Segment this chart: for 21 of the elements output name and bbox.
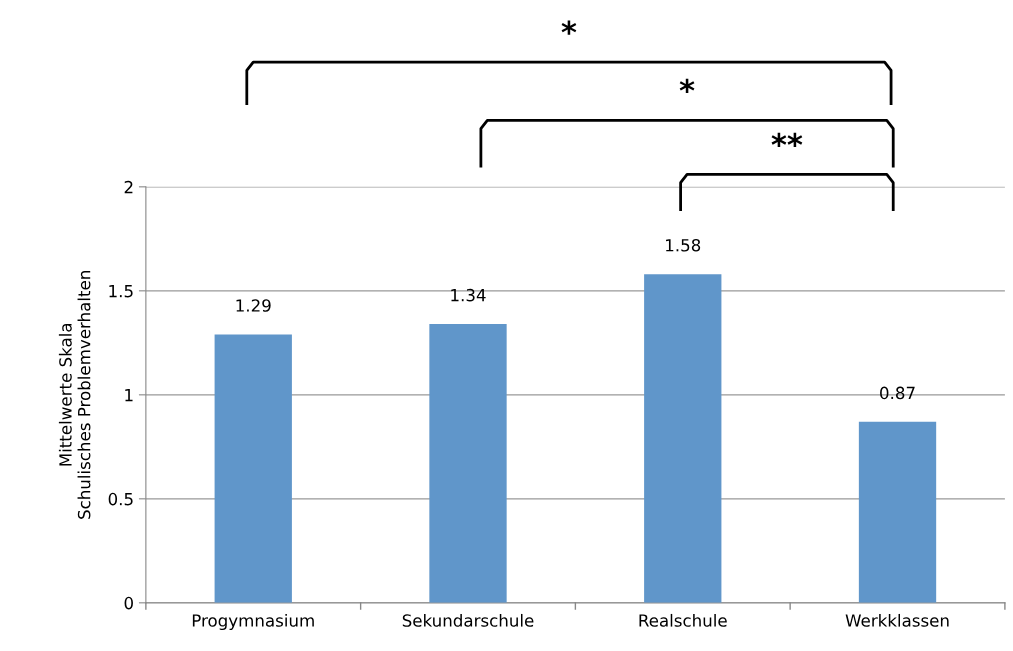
x-tick-label: Werkklassen <box>845 613 949 627</box>
data-label: 1.34 <box>451 288 486 302</box>
y-tick-label: 1 <box>125 389 133 402</box>
bar <box>858 421 937 603</box>
data-label: 0.87 <box>880 386 915 400</box>
x-tick-label: Realschule <box>639 613 727 627</box>
y-tick-label: 2 <box>124 180 133 194</box>
y-tick-label: 0.5 <box>108 492 133 506</box>
bar <box>429 324 507 603</box>
data-label: 1.58 <box>666 238 701 252</box>
text: * <box>561 20 577 35</box>
y-tick-label: 0 <box>124 596 133 610</box>
text: ** <box>771 132 803 148</box>
text: * <box>679 78 695 93</box>
data-label: 1.29 <box>236 299 271 312</box>
bar <box>214 334 292 603</box>
bar <box>644 274 722 603</box>
x-tick-label: Sekundarschule <box>402 613 534 627</box>
y-axis-title: Mittelwerte Skala Schulisches Problemverhalten <box>58 271 91 519</box>
y-tick-label: 1.5 <box>109 285 133 298</box>
x-tick-label: Progymnasium <box>192 613 314 631</box>
